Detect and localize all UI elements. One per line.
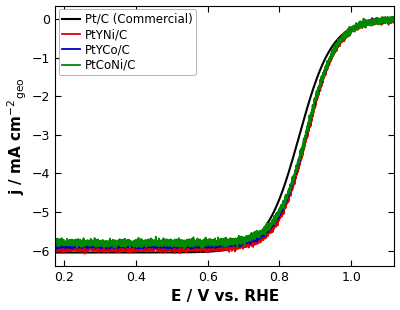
PtCoNi/C	[349, 27, 354, 31]
PtCoNi/C	[182, 246, 186, 250]
Pt/C (Commercial)	[198, 250, 202, 254]
PtCoNi/C	[183, 240, 188, 243]
Line: Pt/C (Commercial): Pt/C (Commercial)	[55, 20, 394, 253]
PtCoNi/C	[112, 241, 116, 245]
PtYNi/C	[349, 28, 354, 32]
PtYNi/C	[198, 247, 202, 250]
PtYCo/C	[183, 243, 188, 247]
Line: PtYCo/C: PtYCo/C	[55, 18, 394, 249]
Pt/C (Commercial)	[349, 27, 354, 30]
PtYNi/C	[112, 246, 116, 250]
PtYCo/C	[392, 19, 397, 23]
PtYCo/C	[390, 16, 395, 20]
X-axis label: E / V vs. RHE: E / V vs. RHE	[170, 290, 279, 304]
PtYCo/C	[386, 17, 390, 21]
PtCoNi/C	[91, 241, 96, 245]
Pt/C (Commercial)	[112, 251, 116, 255]
PtYNi/C	[392, 18, 397, 22]
PtCoNi/C	[380, 15, 385, 19]
Pt/C (Commercial)	[392, 18, 397, 22]
PtYCo/C	[52, 246, 57, 250]
PtYNi/C	[183, 250, 188, 254]
PtYNi/C	[386, 17, 390, 21]
Legend: Pt/C (Commercial), PtYNi/C, PtYCo/C, PtCoNi/C: Pt/C (Commercial), PtYNi/C, PtYCo/C, PtC…	[58, 9, 196, 75]
PtYNi/C	[82, 252, 87, 255]
Pt/C (Commercial)	[385, 18, 390, 22]
PtCoNi/C	[386, 18, 390, 22]
Line: PtCoNi/C: PtCoNi/C	[55, 17, 394, 248]
PtYCo/C	[198, 246, 202, 249]
Pt/C (Commercial)	[52, 251, 57, 255]
PtYNi/C	[380, 15, 385, 19]
PtYCo/C	[104, 247, 109, 251]
Line: PtYNi/C: PtYNi/C	[55, 17, 394, 254]
PtCoNi/C	[198, 238, 202, 242]
PtYCo/C	[349, 28, 354, 32]
PtYNi/C	[92, 248, 96, 251]
PtYNi/C	[52, 246, 57, 250]
Pt/C (Commercial)	[91, 251, 96, 255]
PtCoNi/C	[52, 243, 57, 247]
Y-axis label: j / mA cm$^{-2}$${_{\mathrm{geo}}}$: j / mA cm$^{-2}$${_{\mathrm{geo}}}$	[6, 77, 29, 195]
Pt/C (Commercial)	[183, 250, 188, 254]
PtYCo/C	[112, 246, 116, 250]
PtYCo/C	[91, 245, 96, 249]
PtCoNi/C	[392, 16, 397, 20]
